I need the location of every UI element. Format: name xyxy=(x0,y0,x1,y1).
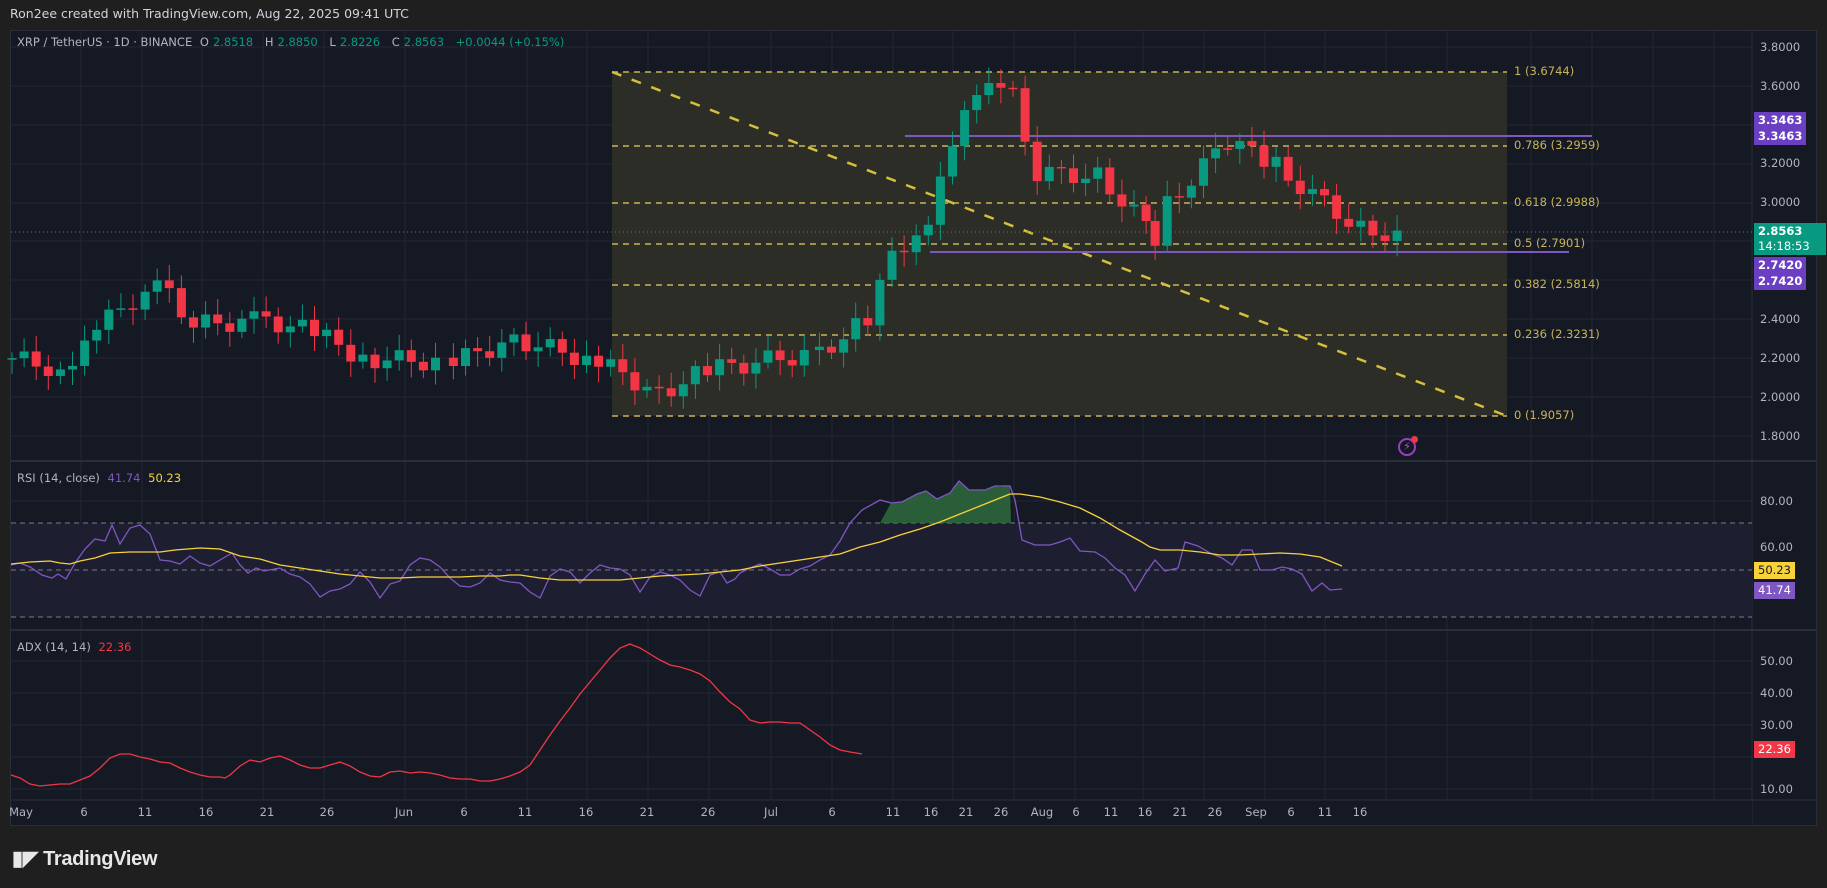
support-tag: 2.7420 xyxy=(1754,257,1807,274)
open-value: 2.8518 xyxy=(212,35,254,49)
resistance-tag: 3.3463 xyxy=(1754,128,1807,145)
price-tick: 3.2000 xyxy=(1760,156,1801,170)
adx-legend[interactable]: ADX (14, 14) 22.36 xyxy=(17,640,135,654)
time-label: 16 xyxy=(1352,805,1368,819)
alert-bolt-icon[interactable]: ⚡ xyxy=(1398,436,1418,456)
adx-title: ADX (14, 14) xyxy=(17,640,91,654)
time-label: 26 xyxy=(1207,805,1223,819)
change-value: +0.0044 (+0.15%) xyxy=(455,35,565,49)
low-value: 2.8226 xyxy=(339,35,381,49)
low-label: L xyxy=(329,35,336,49)
rsi-tick: 80.00 xyxy=(1760,494,1793,508)
time-label: Aug xyxy=(1030,805,1054,819)
chart-credit: Ron2ee created with TradingView.com, Aug… xyxy=(10,6,409,21)
time-label: 21 xyxy=(958,805,974,819)
fib-label-0618: 0.618 (2.9988) xyxy=(1514,195,1600,209)
tradingview-logo-icon: ▮◤ xyxy=(12,848,38,870)
rsi-ma-line xyxy=(10,493,1343,581)
rsi-tick: 60.00 xyxy=(1760,540,1793,554)
time-label: 26 xyxy=(319,805,335,819)
adx-tick: 50.00 xyxy=(1760,654,1793,668)
high-value: 2.8850 xyxy=(277,35,318,49)
high-label: H xyxy=(264,35,274,49)
time-label: 16 xyxy=(1137,805,1153,819)
open-label: O xyxy=(199,35,209,49)
rsi-value: 41.74 xyxy=(107,471,141,485)
adx-tag: 22.36 xyxy=(1754,741,1795,758)
time-label: Jul xyxy=(764,805,778,819)
price-tick: 3.6000 xyxy=(1760,79,1801,93)
fib-label-05: 0.5 (2.7901) xyxy=(1514,236,1586,250)
trendline xyxy=(611,70,1508,418)
price-tick: 3.8000 xyxy=(1760,40,1801,54)
price-tick: 1.8000 xyxy=(1760,429,1801,443)
time-label: Sep xyxy=(1245,805,1267,819)
rsi-line xyxy=(10,480,1343,600)
support-tag: 2.7420 xyxy=(1754,273,1807,290)
time-label: 26 xyxy=(700,805,716,819)
adx-value: 22.36 xyxy=(98,640,132,654)
close-value: 2.8563 xyxy=(403,35,445,49)
last-price-tag: 2.8563 14:18:53 xyxy=(1754,223,1826,255)
fib-label-0786: 0.786 (3.2959) xyxy=(1514,138,1600,152)
time-label: 11 xyxy=(1317,805,1333,819)
time-label: 6 xyxy=(1287,805,1295,819)
candlesticks xyxy=(7,67,1402,409)
time-label: May xyxy=(9,805,33,819)
rsi-ma-tag: 50.23 xyxy=(1754,562,1795,579)
time-label: 6 xyxy=(460,805,468,819)
price-tick: 2.4000 xyxy=(1760,312,1801,326)
fib-label-0236: 0.236 (2.3231) xyxy=(1514,327,1600,341)
brand-name: TradingView xyxy=(43,848,158,870)
time-label: Jun xyxy=(395,805,413,819)
time-label: 16 xyxy=(923,805,939,819)
time-label: 11 xyxy=(885,805,901,819)
time-label: 16 xyxy=(578,805,594,819)
tradingview-logo[interactable]: ▮◤ TradingView xyxy=(12,846,158,871)
price-tick: 2.0000 xyxy=(1760,390,1801,404)
last-price: 2.8563 xyxy=(1758,224,1803,238)
adx-line xyxy=(10,643,863,787)
rsi-title: RSI (14, close) xyxy=(17,471,100,485)
price-tick: 3.0000 xyxy=(1760,195,1801,209)
adx-tick: 10.00 xyxy=(1760,782,1793,796)
fib-label-0382: 0.382 (2.5814) xyxy=(1514,277,1600,291)
adx-tick: 40.00 xyxy=(1760,686,1793,700)
rsi-ma-value: 50.23 xyxy=(148,471,182,485)
time-label: 11 xyxy=(1103,805,1119,819)
rsi-legend[interactable]: RSI (14, close) 41.74 50.23 xyxy=(17,471,185,485)
symbol-title[interactable]: XRP / TetherUS · 1D · BINANCE xyxy=(17,35,193,49)
time-label: 6 xyxy=(828,805,836,819)
bar-countdown: 14:18:53 xyxy=(1758,239,1810,253)
time-label: 21 xyxy=(259,805,275,819)
time-label: 6 xyxy=(1072,805,1080,819)
time-label: 16 xyxy=(198,805,214,819)
fib-label-1: 1 (3.6744) xyxy=(1514,64,1575,78)
time-label: 26 xyxy=(993,805,1009,819)
close-label: C xyxy=(391,35,400,49)
adx-tick: 30.00 xyxy=(1760,718,1793,732)
price-tick: 2.2000 xyxy=(1760,351,1801,365)
rsi-overbought-fill xyxy=(880,481,1011,523)
time-label: 11 xyxy=(517,805,533,819)
resistance-tag: 3.3463 xyxy=(1754,112,1807,129)
time-label: 6 xyxy=(80,805,88,819)
fib-label-0: 0 (1.9057) xyxy=(1514,408,1575,422)
time-label: 21 xyxy=(639,805,655,819)
rsi-value-tag: 41.74 xyxy=(1754,582,1795,599)
time-label: 21 xyxy=(1172,805,1188,819)
time-label: 11 xyxy=(137,805,153,819)
